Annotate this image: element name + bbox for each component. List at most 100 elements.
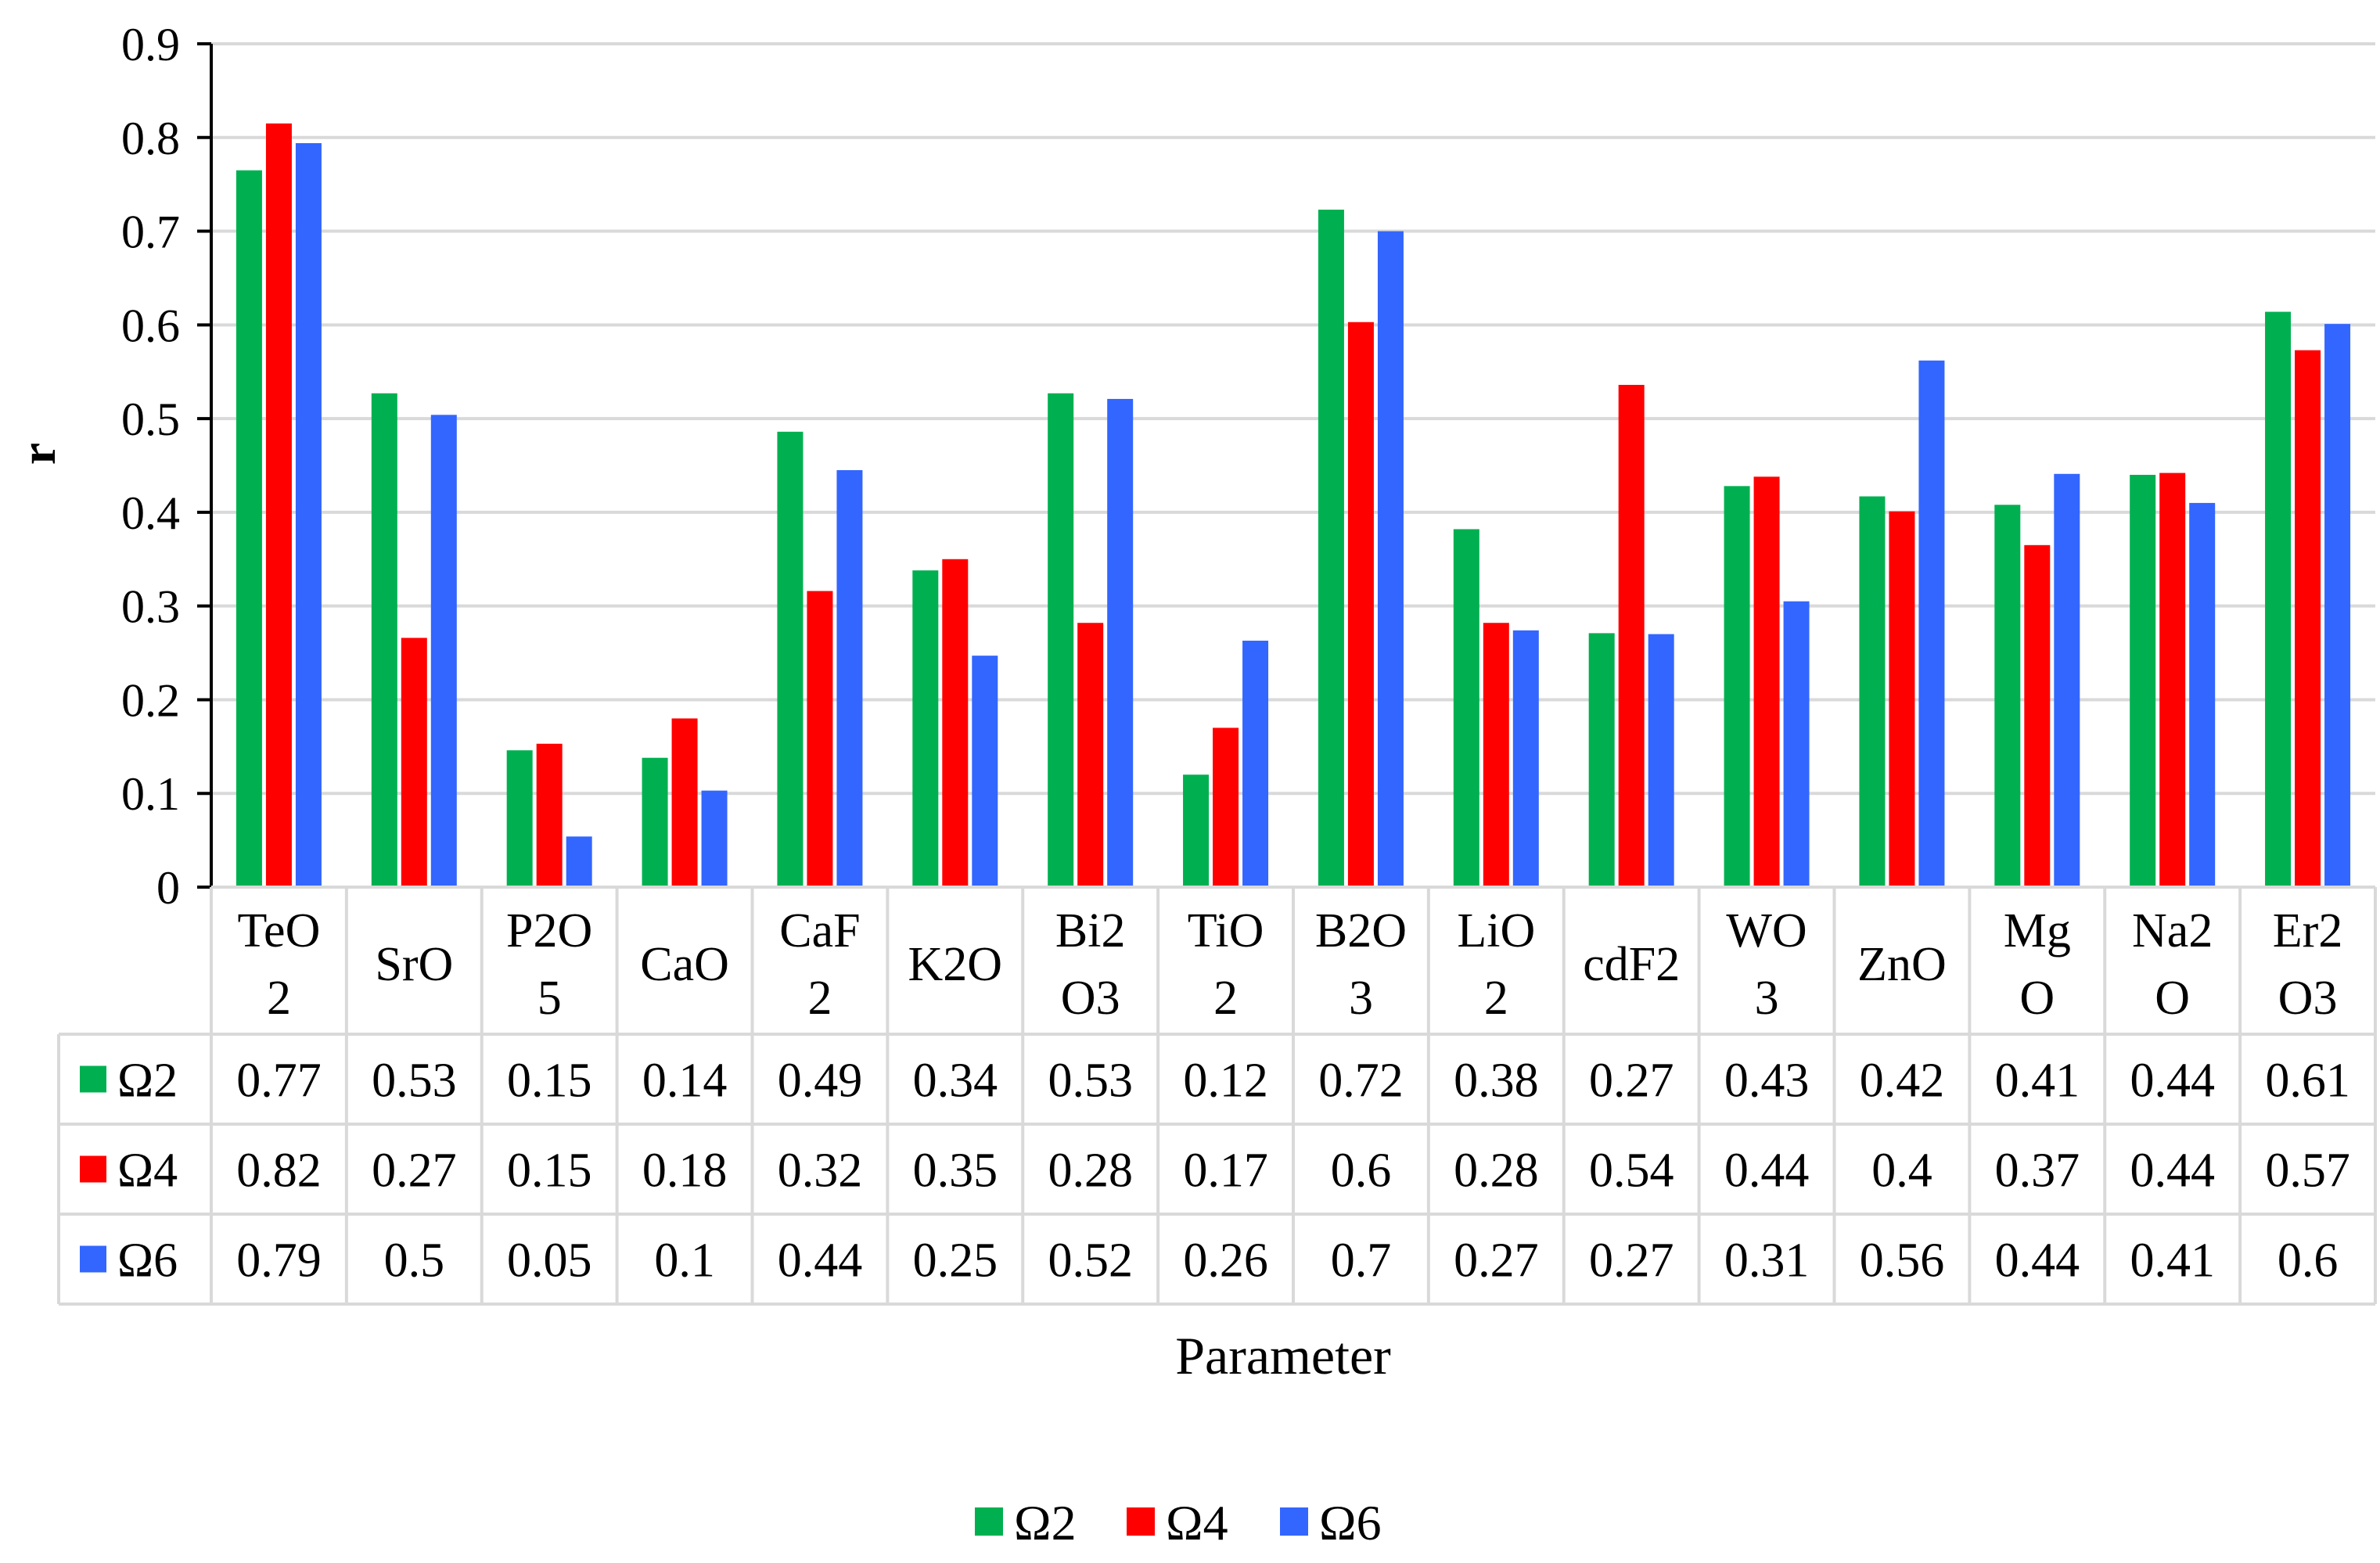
category-label: Mg bbox=[2004, 904, 2071, 958]
y-tick-label: 0.8 bbox=[121, 113, 180, 164]
category-label: WO bbox=[1726, 904, 1807, 958]
data-label: 0.49 bbox=[778, 1055, 863, 1108]
category-label: CaO bbox=[640, 938, 729, 991]
bar-Ω2-1 bbox=[371, 393, 397, 887]
bar-Ω4-1 bbox=[401, 638, 427, 887]
bar-Ω2-11 bbox=[1724, 486, 1750, 887]
y-axis-label: r bbox=[10, 443, 66, 465]
bars bbox=[235, 123, 2351, 888]
y-tick-label: 0.5 bbox=[121, 393, 180, 445]
bar-Ω2-2 bbox=[506, 750, 533, 887]
data-label: 0.15 bbox=[507, 1144, 592, 1198]
bar-Ω4-13 bbox=[2024, 544, 2051, 887]
data-label: 0.6 bbox=[1331, 1144, 1392, 1198]
legend-label: Ω4 bbox=[1166, 1495, 1228, 1550]
category-label: B2O bbox=[1315, 904, 1407, 958]
data-label: 0.44 bbox=[1995, 1234, 2080, 1288]
bar-Ω2-10 bbox=[1588, 633, 1615, 887]
bar-Ω4-6 bbox=[1077, 623, 1104, 887]
data-label: 0.27 bbox=[1589, 1234, 1674, 1288]
data-label: 0.28 bbox=[1048, 1144, 1133, 1198]
bar-Ω2-13 bbox=[1994, 505, 2021, 887]
bar-Ω6-2 bbox=[566, 836, 592, 887]
category-label: O3 bbox=[1061, 972, 1120, 1025]
category-label: 2 bbox=[1484, 972, 1508, 1025]
data-label: 0.27 bbox=[372, 1144, 457, 1198]
data-label: 0.38 bbox=[1454, 1055, 1539, 1108]
bar-Ω4-3 bbox=[671, 718, 698, 887]
bar-Ω4-10 bbox=[1618, 384, 1645, 888]
category-label: TeO bbox=[238, 904, 321, 958]
data-label: 0.32 bbox=[778, 1144, 863, 1198]
bar-Ω4-14 bbox=[2159, 472, 2186, 887]
bar-Ω6-14 bbox=[2189, 502, 2216, 887]
bar-Ω6-6 bbox=[1107, 398, 1134, 887]
category-label: SrO bbox=[375, 938, 453, 991]
category-label: ZnO bbox=[1857, 938, 1947, 991]
legend-label: Ω6 bbox=[1319, 1495, 1382, 1550]
bar-Ω4-0 bbox=[265, 123, 292, 888]
data-label: 0.14 bbox=[642, 1055, 728, 1108]
legend-label: Ω2 bbox=[1014, 1495, 1077, 1550]
legend-key-Ω6 bbox=[80, 1245, 106, 1273]
x-axis-label: Parameter bbox=[1175, 1326, 1391, 1385]
bar-Ω4-7 bbox=[1213, 728, 1239, 887]
category-label: O bbox=[2019, 972, 2055, 1025]
bar-Ω4-5 bbox=[942, 559, 969, 887]
axes: 0 0.1 0.2 0.3 0.4 0.5 0.6 0.7 0.8 0.9 bbox=[121, 19, 213, 914]
data-label: 0.17 bbox=[1183, 1144, 1268, 1198]
data-label: 0.27 bbox=[1454, 1234, 1539, 1288]
data-label: 0.27 bbox=[1589, 1055, 1674, 1108]
bar-Ω6-10 bbox=[1648, 634, 1674, 887]
bar-Ω6-3 bbox=[701, 790, 728, 887]
row-series-name: Ω6 bbox=[117, 1234, 178, 1288]
bar-Ω2-6 bbox=[1048, 393, 1074, 887]
bar-Ω2-15 bbox=[2265, 311, 2292, 887]
category-label: 2 bbox=[1213, 972, 1238, 1025]
data-label: 0.41 bbox=[2130, 1234, 2215, 1288]
bar-Ω2-12 bbox=[1859, 496, 1886, 887]
bar-Ω2-5 bbox=[912, 570, 939, 887]
data-label: 0.57 bbox=[2265, 1144, 2350, 1198]
bar-Ω2-9 bbox=[1453, 529, 1479, 887]
bar-Ω2-0 bbox=[235, 170, 262, 887]
bar-Ω4-15 bbox=[2295, 350, 2321, 887]
data-label: 0.7 bbox=[1331, 1234, 1392, 1288]
bar-Ω4-4 bbox=[807, 591, 833, 887]
data-label: 0.82 bbox=[236, 1144, 322, 1198]
bar-Ω2-7 bbox=[1183, 774, 1210, 887]
data-label: 0.12 bbox=[1183, 1055, 1268, 1108]
category-label: 2 bbox=[267, 972, 291, 1025]
category-label: Er2 bbox=[2273, 904, 2343, 958]
row-series-name: Ω2 bbox=[117, 1055, 178, 1108]
bar-Ω6-8 bbox=[1377, 231, 1404, 887]
data-label: 0.77 bbox=[236, 1055, 322, 1108]
category-label: CaF bbox=[779, 904, 860, 958]
legend-key-Ω2 bbox=[80, 1065, 106, 1093]
bar-Ω4-11 bbox=[1753, 476, 1780, 887]
data-label: 0.15 bbox=[507, 1055, 592, 1108]
data-label: 0.42 bbox=[1860, 1055, 1945, 1108]
data-label: 0.53 bbox=[1048, 1055, 1133, 1108]
legend-swatch-Ω4 bbox=[1127, 1507, 1155, 1536]
data-table: TeO2SrOP2O5CaOCaF2K2OBi2O3TiO2B2O3LiO2cd… bbox=[57, 886, 2377, 1306]
bar-Ω4-9 bbox=[1483, 623, 1509, 887]
data-label: 0.72 bbox=[1318, 1055, 1404, 1108]
bar-Ω2-14 bbox=[2130, 474, 2156, 887]
y-tick-label: 0.3 bbox=[121, 581, 180, 633]
legend-swatch-Ω6 bbox=[1280, 1507, 1308, 1536]
y-tick-label: 0 bbox=[156, 862, 180, 914]
bar-Ω6-13 bbox=[2054, 473, 2080, 887]
bar-Ω4-2 bbox=[536, 743, 563, 887]
y-tick-label: 0.4 bbox=[121, 487, 180, 539]
bar-Ω4-8 bbox=[1347, 322, 1374, 887]
data-label: 0.6 bbox=[2278, 1234, 2339, 1288]
data-label: 0.4 bbox=[1871, 1144, 1932, 1198]
data-label: 0.54 bbox=[1589, 1144, 1674, 1198]
category-label: 2 bbox=[807, 972, 832, 1025]
data-label: 0.53 bbox=[372, 1055, 457, 1108]
legend-key-Ω4 bbox=[80, 1155, 106, 1183]
bar-Ω4-12 bbox=[1889, 511, 1915, 887]
data-label: 0.44 bbox=[2130, 1144, 2215, 1198]
